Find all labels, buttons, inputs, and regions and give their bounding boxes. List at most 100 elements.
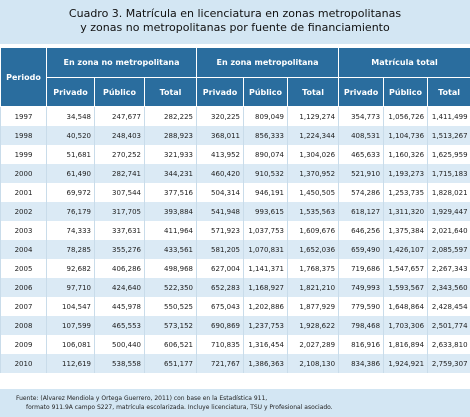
table-row: 1998 40,520 248,403 288,923 368,011 856,333 1,…: [0, 126, 470, 145]
value-cell: 606,521: [144, 335, 197, 354]
value-cell: 1,304,026: [286, 145, 339, 164]
value-cell: 408,531: [338, 126, 384, 145]
value-cell: 749,993: [338, 278, 384, 297]
value-cell: 393,884: [144, 202, 197, 221]
value-cell: 779,590: [338, 297, 384, 316]
table-row: 1997 34,548 247,677 282,225 320,225 809,049 1,…: [0, 106, 470, 126]
table-row: 1999 51,681 270,252 321,933 413,952 890,074 1,…: [0, 145, 470, 164]
value-cell: 834,386: [338, 354, 384, 373]
value-cell: 92,682: [46, 259, 95, 278]
value-cell: 74,333: [46, 221, 95, 240]
period-cell: 2008: [0, 316, 47, 335]
value-cell: 433,561: [144, 240, 197, 259]
value-cell: 498,968: [144, 259, 197, 278]
value-cell: 573,152: [144, 316, 197, 335]
value-cell: 406,286: [94, 259, 145, 278]
value-cell: 2,633,810: [427, 335, 470, 354]
value-cell: 721,767: [196, 354, 244, 373]
value-cell: 1,037,753: [243, 221, 288, 240]
value-cell: 1,535,563: [286, 202, 339, 221]
period-cell: 2001: [0, 183, 47, 202]
footnote-line: Fuente: (Alvarez Mendiola y Ortega Guerr…: [16, 395, 268, 402]
group-header: En zona no metropolitana: [46, 47, 197, 78]
value-cell: 581,205: [196, 240, 244, 259]
value-cell: 282,741: [94, 164, 145, 183]
value-cell: 675,043: [196, 297, 244, 316]
value-cell: 1,648,864: [383, 297, 428, 316]
value-cell: 1,816,894: [383, 335, 428, 354]
row-header: Periodo: [0, 47, 47, 107]
value-cell: 856,333: [243, 126, 288, 145]
value-cell: 97,710: [46, 278, 95, 297]
column-header: Privado: [46, 77, 95, 107]
value-cell: 1,547,657: [383, 259, 428, 278]
value-cell: 2,501,774: [427, 316, 470, 335]
value-cell: 270,252: [94, 145, 145, 164]
value-cell: 1,193,273: [383, 164, 428, 183]
value-cell: 571,923: [196, 221, 244, 240]
period-cell: 2009: [0, 335, 47, 354]
period-cell: 1998: [0, 126, 47, 145]
group-header: En zona metropolitana: [195, 47, 340, 78]
period-cell: 2003: [0, 221, 47, 240]
value-cell: 659,490: [338, 240, 384, 259]
value-cell: 809,049: [243, 106, 288, 126]
value-cell: 424,640: [94, 278, 145, 297]
value-cell: 317,705: [94, 202, 145, 221]
table-row: 2007 104,547 445,978 550,525 675,043 1,202,88…: [0, 297, 470, 316]
value-cell: 61,490: [46, 164, 95, 183]
value-cell: 1,375,384: [383, 221, 428, 240]
period-cell: 2004: [0, 240, 47, 259]
value-cell: 1,924,921: [383, 354, 428, 373]
value-cell: 248,403: [94, 126, 145, 145]
value-cell: 522,350: [144, 278, 197, 297]
column-header: Público: [383, 77, 429, 107]
footnote: Fuente: (Alvarez Mendiola y Ortega Guerr…: [0, 389, 470, 417]
value-cell: 627,004: [196, 259, 244, 278]
title-line: y zonas no metropolitanas por fuente de …: [80, 21, 390, 34]
table-row: 2003 74,333 337,631 411,964 571,923 1,037,753…: [0, 221, 470, 240]
value-cell: 1,311,320: [383, 202, 428, 221]
value-cell: 798,468: [338, 316, 384, 335]
column-header: Privado: [196, 77, 244, 107]
value-cell: 690,869: [196, 316, 244, 335]
value-cell: 320,225: [196, 106, 244, 126]
value-cell: 1,237,753: [243, 316, 288, 335]
value-cell: 1,224,344: [286, 126, 339, 145]
value-cell: 1,593,567: [383, 278, 428, 297]
value-cell: 1,715,183: [427, 164, 470, 183]
title-line: Cuadro 3. Matrícula en licenciatura en z…: [68, 7, 402, 20]
value-cell: 51,681: [46, 145, 95, 164]
column-header: Total: [427, 77, 470, 107]
table-row: 2004 78,285 355,276 433,561 581,205 1,070,831…: [0, 240, 470, 259]
value-cell: 413,952: [196, 145, 244, 164]
table-row: 2001 69,972 307,544 377,516 504,314 946,191 1,…: [0, 183, 470, 202]
value-cell: 1,316,454: [243, 335, 288, 354]
value-cell: 2,085,597: [427, 240, 470, 259]
value-cell: 946,191: [243, 183, 288, 202]
period-cell: 2010: [0, 354, 47, 373]
value-cell: 1,821,210: [286, 278, 339, 297]
value-cell: 104,547: [46, 297, 95, 316]
data-table: Periodo En zona no metropolitana En zona m…: [0, 47, 470, 373]
group-header: Matrícula total: [338, 47, 470, 78]
period-cell: 2006: [0, 278, 47, 297]
value-cell: 1,426,107: [383, 240, 428, 259]
value-cell: 34,548: [46, 106, 95, 126]
value-cell: 1,928,622: [286, 316, 339, 335]
value-cell: 710,835: [196, 335, 244, 354]
value-cell: 69,972: [46, 183, 95, 202]
value-cell: 652,283: [196, 278, 244, 297]
value-cell: 107,599: [46, 316, 95, 335]
value-cell: 1,828,021: [427, 183, 470, 202]
period-cell: 2007: [0, 297, 47, 316]
period-cell: 1997: [0, 106, 47, 126]
value-cell: 2,267,343: [427, 259, 470, 278]
value-cell: 500,440: [94, 335, 145, 354]
value-cell: 2,027,289: [286, 335, 339, 354]
value-cell: 910,532: [243, 164, 288, 183]
value-cell: 337,631: [94, 221, 145, 240]
value-cell: 1,056,726: [383, 106, 428, 126]
period-cell: 1999: [0, 145, 47, 164]
